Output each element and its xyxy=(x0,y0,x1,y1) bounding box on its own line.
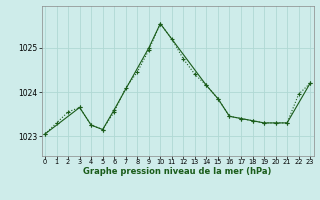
X-axis label: Graphe pression niveau de la mer (hPa): Graphe pression niveau de la mer (hPa) xyxy=(84,167,272,176)
